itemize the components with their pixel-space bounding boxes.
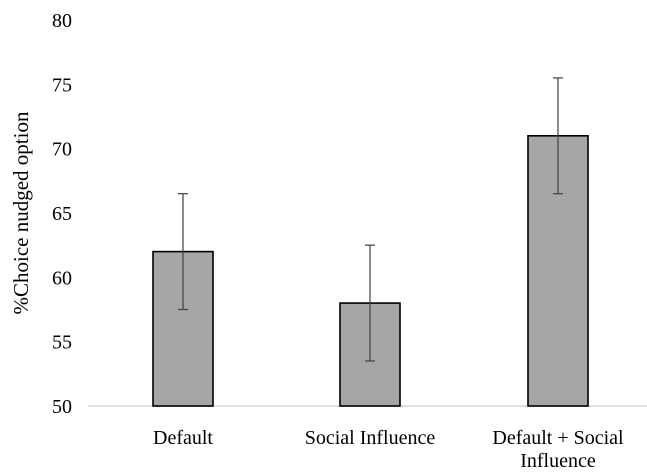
- y-tick-label: 50: [52, 396, 72, 418]
- error-bar-1: [365, 244, 375, 362]
- x-tick-label-line: Influence: [520, 450, 596, 472]
- error-bar-2: [553, 77, 563, 195]
- y-tick-label: 55: [52, 332, 72, 354]
- x-tick-label-line: Default: [153, 427, 213, 449]
- x-tick-label: Social Influence: [305, 427, 436, 449]
- error-bar-0: [178, 193, 188, 311]
- x-axis-labels: Default Social Influence Default + Social I…: [153, 427, 624, 472]
- x-tick-label: Default + Social Influence: [492, 427, 624, 472]
- y-tick-label: 60: [52, 267, 72, 289]
- y-tick-label: 70: [52, 139, 72, 161]
- x-tick-label-line: Default + Social: [492, 427, 624, 449]
- error-bars: [178, 77, 563, 362]
- y-axis-title: %Choice nudged option: [9, 111, 33, 314]
- y-tick-label: 80: [52, 10, 72, 32]
- y-tick-label: 65: [52, 203, 72, 225]
- x-tick-label-line: Social Influence: [305, 427, 436, 449]
- x-tick-label: Default: [153, 427, 213, 449]
- y-axis-ticks: 50 55 60 65 70 75 80: [52, 10, 72, 418]
- y-axis-title-group: %Choice nudged option: [9, 111, 33, 314]
- y-tick-label: 75: [52, 74, 72, 96]
